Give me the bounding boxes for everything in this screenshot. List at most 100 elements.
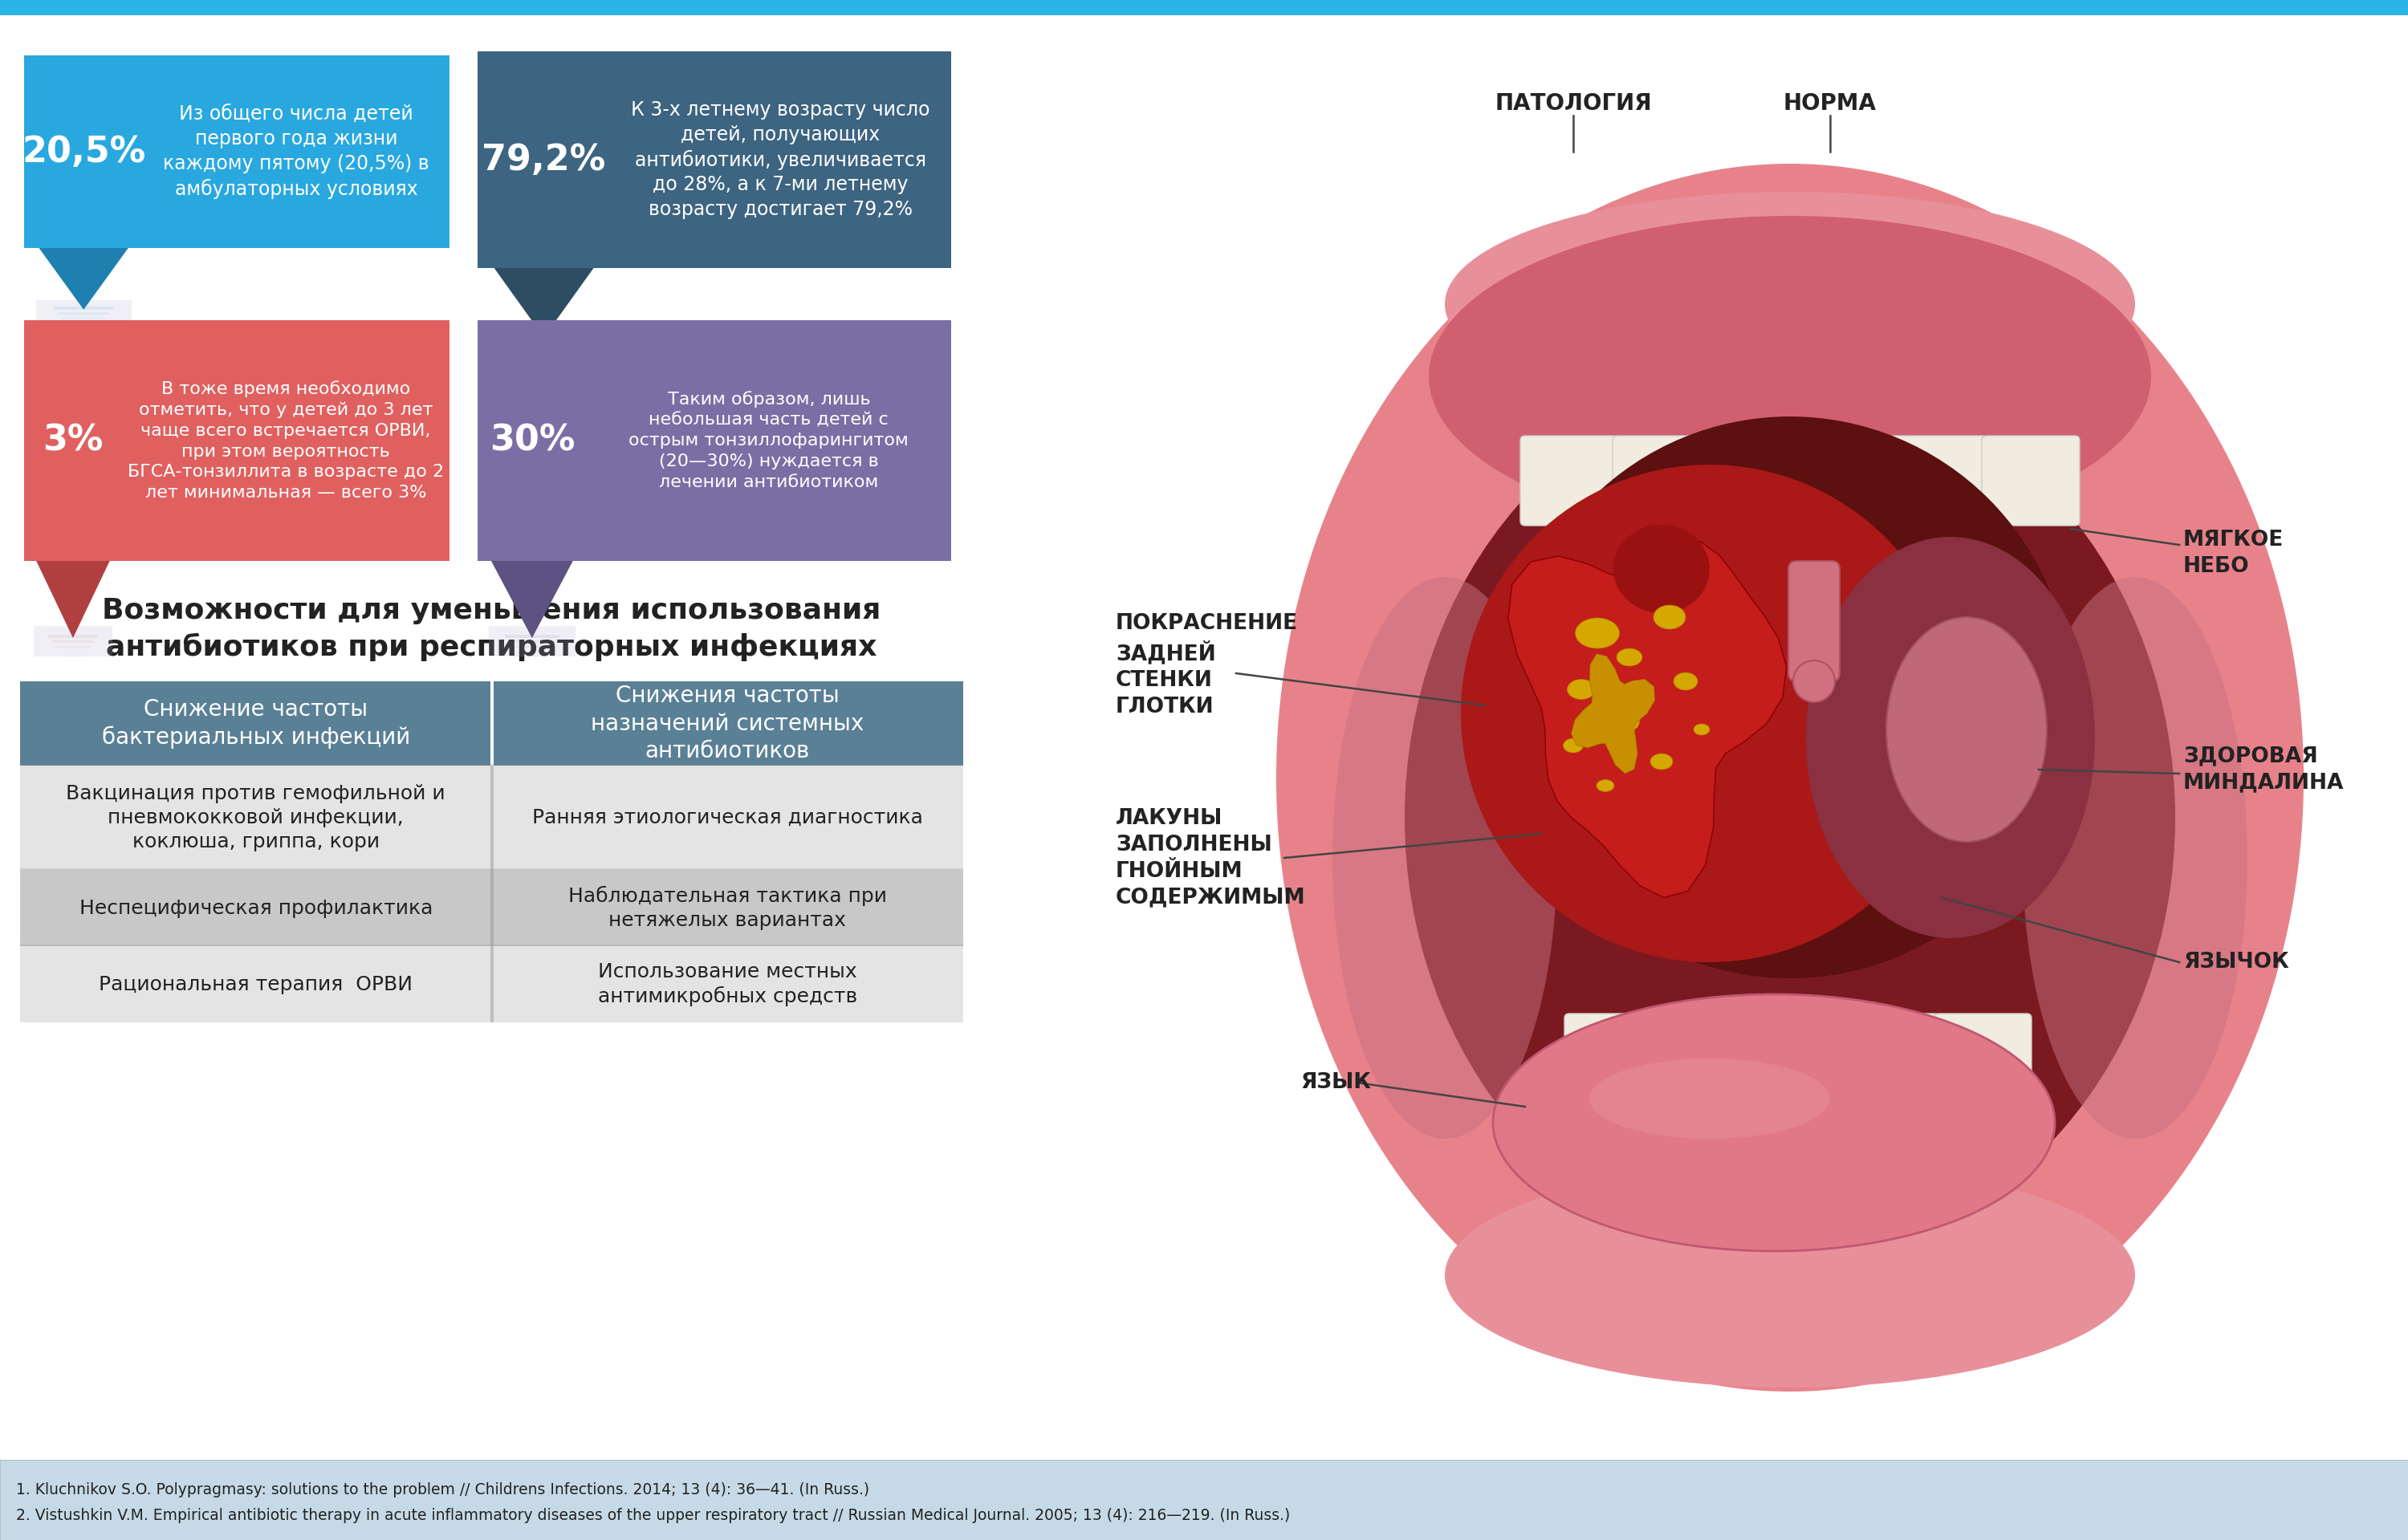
FancyBboxPatch shape xyxy=(1613,436,1710,525)
Ellipse shape xyxy=(1575,618,1618,648)
FancyBboxPatch shape xyxy=(491,870,494,946)
FancyBboxPatch shape xyxy=(491,870,963,946)
FancyBboxPatch shape xyxy=(1842,1013,1938,1104)
Text: К 3-х летнему возрасту число
детей, получающих
антибиотики, увеличивается
до 28%: К 3-х летнему возрасту число детей, полу… xyxy=(631,100,929,219)
Ellipse shape xyxy=(1428,216,2150,537)
Text: 30%: 30% xyxy=(489,424,576,457)
FancyBboxPatch shape xyxy=(1796,436,1895,525)
FancyBboxPatch shape xyxy=(489,625,576,656)
Ellipse shape xyxy=(1794,661,1835,702)
Text: 20,5%: 20,5% xyxy=(22,134,144,169)
Polygon shape xyxy=(39,248,128,310)
Polygon shape xyxy=(1570,654,1654,773)
Ellipse shape xyxy=(1404,376,2174,1260)
Text: НОРМА: НОРМА xyxy=(1784,92,1876,116)
FancyBboxPatch shape xyxy=(1705,436,1804,525)
FancyBboxPatch shape xyxy=(491,765,494,870)
Polygon shape xyxy=(494,268,595,337)
Text: 2. Vistushkin V.M. Empirical antibiotic therapy in acute inflammatory diseases o: 2. Vistushkin V.M. Empirical antibiotic … xyxy=(17,1508,1291,1523)
Ellipse shape xyxy=(1604,710,1640,733)
FancyBboxPatch shape xyxy=(58,313,108,314)
Text: Ранняя этиологическая диагностика: Ранняя этиологическая диагностика xyxy=(532,808,922,827)
FancyBboxPatch shape xyxy=(1835,1172,1888,1197)
Text: ЗДОРОВАЯ
МИНДАЛИНА: ЗДОРОВАЯ МИНДАЛИНА xyxy=(2184,745,2343,793)
Text: МЯГКОЕ
НЕБО: МЯГКОЕ НЕБО xyxy=(2184,530,2283,576)
FancyBboxPatch shape xyxy=(24,55,450,248)
FancyBboxPatch shape xyxy=(1934,1013,2032,1104)
FancyBboxPatch shape xyxy=(491,946,963,1023)
FancyBboxPatch shape xyxy=(1772,1172,1823,1197)
FancyBboxPatch shape xyxy=(34,625,113,656)
FancyBboxPatch shape xyxy=(1796,1112,1873,1141)
Ellipse shape xyxy=(1462,465,1958,962)
Ellipse shape xyxy=(1616,648,1642,667)
Text: Вакцинация против гемофильной и
пневмококковой инфекции,
коклюша, гриппа, кори: Вакцинация против гемофильной и пневмоко… xyxy=(65,784,445,852)
Text: Снижение частоты
бактериальных инфекций: Снижение частоты бактериальных инфекций xyxy=(101,698,409,748)
Text: Неспецифическая профилактика: Неспецифическая профилактика xyxy=(79,898,433,918)
Ellipse shape xyxy=(1445,192,2136,416)
Ellipse shape xyxy=(1654,605,1686,630)
FancyBboxPatch shape xyxy=(491,681,963,765)
FancyBboxPatch shape xyxy=(1789,561,1840,681)
Polygon shape xyxy=(491,561,573,638)
FancyBboxPatch shape xyxy=(1702,1112,1780,1141)
FancyBboxPatch shape xyxy=(508,641,556,642)
FancyBboxPatch shape xyxy=(1888,1112,1965,1141)
Ellipse shape xyxy=(1445,1163,2136,1388)
FancyBboxPatch shape xyxy=(19,764,963,765)
Text: ПАТОЛОГИЯ: ПАТОЛОГИЯ xyxy=(1495,92,1652,116)
FancyBboxPatch shape xyxy=(0,0,2408,15)
FancyBboxPatch shape xyxy=(48,634,96,638)
Text: 3%: 3% xyxy=(43,424,104,457)
Text: ПОКРАСНЕНИЕ
ЗАДНЕЙ
СТЕНКИ
ГЛОТКИ: ПОКРАСНЕНИЕ ЗАДНЕЙ СТЕНКИ ГЛОТКИ xyxy=(1115,613,1298,718)
Ellipse shape xyxy=(1563,738,1584,753)
FancyBboxPatch shape xyxy=(491,765,963,870)
FancyBboxPatch shape xyxy=(53,306,113,310)
FancyBboxPatch shape xyxy=(520,345,568,346)
Ellipse shape xyxy=(1885,618,2047,842)
Ellipse shape xyxy=(1613,525,1710,613)
Text: В тоже время необходимо
отметить, что у детей до 3 лет
чаще всего встречается ОР: В тоже время необходимо отметить, что у … xyxy=(128,380,443,500)
FancyBboxPatch shape xyxy=(1748,1013,1847,1104)
FancyBboxPatch shape xyxy=(19,578,963,681)
FancyBboxPatch shape xyxy=(1611,1112,1688,1141)
Text: 1. Kluchnikov S.O. Polypragmasy: solutions to the problem // Childrens Infection: 1. Kluchnikov S.O. Polypragmasy: solutio… xyxy=(17,1481,869,1497)
FancyBboxPatch shape xyxy=(63,317,106,319)
Polygon shape xyxy=(36,561,111,638)
FancyBboxPatch shape xyxy=(55,645,92,648)
FancyBboxPatch shape xyxy=(491,946,494,1023)
Ellipse shape xyxy=(1332,578,1558,1138)
FancyBboxPatch shape xyxy=(53,641,94,642)
FancyBboxPatch shape xyxy=(19,944,963,946)
Ellipse shape xyxy=(1597,779,1613,792)
Ellipse shape xyxy=(1806,537,2095,938)
Text: ЛАКУНЫ
ЗАПОЛНЕНЫ
ГНОЙНЫМ
СОДЕРЖИМЫМ: ЛАКУНЫ ЗАПОЛНЕНЫ ГНОЙНЫМ СОДЕРЖИМЫМ xyxy=(1115,807,1305,909)
Ellipse shape xyxy=(1510,416,2071,978)
FancyBboxPatch shape xyxy=(491,681,494,765)
Text: Использование местных
антимикробных средств: Использование местных антимикробных сред… xyxy=(597,962,857,1007)
Ellipse shape xyxy=(1693,724,1710,735)
FancyBboxPatch shape xyxy=(1890,436,1987,525)
FancyBboxPatch shape xyxy=(510,334,578,337)
Text: ЯЗЫЧОК: ЯЗЫЧОК xyxy=(2184,952,2290,973)
FancyBboxPatch shape xyxy=(19,765,491,870)
FancyBboxPatch shape xyxy=(513,645,551,648)
Ellipse shape xyxy=(1568,679,1594,699)
Ellipse shape xyxy=(1649,753,1674,770)
FancyBboxPatch shape xyxy=(0,1460,2408,1540)
Text: ЯЗЫК: ЯЗЫК xyxy=(1300,1072,1370,1093)
FancyBboxPatch shape xyxy=(1519,436,1618,525)
FancyBboxPatch shape xyxy=(1707,1172,1758,1197)
Ellipse shape xyxy=(1674,673,1698,690)
FancyBboxPatch shape xyxy=(19,869,963,870)
FancyBboxPatch shape xyxy=(491,326,597,354)
Ellipse shape xyxy=(1493,995,2054,1250)
FancyBboxPatch shape xyxy=(515,340,573,342)
FancyBboxPatch shape xyxy=(477,320,951,561)
Text: Рациональная терапия  ОРВИ: Рациональная терапия ОРВИ xyxy=(99,975,412,993)
Ellipse shape xyxy=(1589,1058,1830,1138)
Ellipse shape xyxy=(2023,578,2247,1138)
FancyBboxPatch shape xyxy=(19,681,491,765)
FancyBboxPatch shape xyxy=(36,300,132,325)
Text: 79,2%: 79,2% xyxy=(482,142,607,177)
